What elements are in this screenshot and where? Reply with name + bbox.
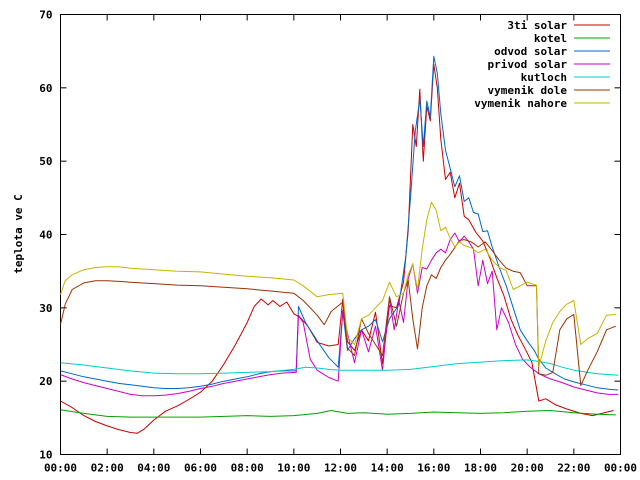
legend-label: kutloch bbox=[521, 71, 567, 84]
y-tick-label: 60 bbox=[39, 82, 52, 95]
x-tick-label: 00:00 bbox=[44, 462, 77, 475]
y-axis-label: teplota ve C bbox=[12, 194, 25, 273]
y-tick-label: 30 bbox=[39, 302, 52, 315]
x-tick-label: 18:00 bbox=[464, 462, 497, 475]
y-tick-label: 40 bbox=[39, 229, 52, 242]
x-tick-label: 16:00 bbox=[417, 462, 450, 475]
series-lines bbox=[60, 55, 619, 434]
legend-label: vymenik dole bbox=[488, 84, 568, 97]
x-tick-label: 20:00 bbox=[511, 462, 544, 475]
y-tick-label: 70 bbox=[39, 9, 52, 22]
x-tick-label: 08:00 bbox=[231, 462, 264, 475]
x-tick-label: 10:00 bbox=[277, 462, 310, 475]
series-line-odvod-solar bbox=[60, 55, 619, 391]
legend-label: vymenik nahore bbox=[474, 97, 567, 110]
x-tick-label: 12:00 bbox=[324, 462, 357, 475]
legend-label: privod solar bbox=[488, 58, 568, 71]
legend-label: odvod solar bbox=[494, 45, 567, 58]
y-tick-label: 50 bbox=[39, 155, 52, 168]
legend-label: kotel bbox=[534, 32, 567, 45]
x-tick-label: 06:00 bbox=[184, 462, 217, 475]
y-tick-label: 10 bbox=[39, 449, 52, 462]
x-tick-label: 00:00 bbox=[604, 462, 637, 475]
series-line-vymenik-nahore bbox=[60, 201, 616, 367]
series-line-3ti-solar bbox=[60, 63, 614, 434]
x-tick-label: 04:00 bbox=[137, 462, 170, 475]
series-line-kutloch bbox=[60, 359, 619, 376]
x-tick-label: 02:00 bbox=[91, 462, 124, 475]
legend-label: 3ti solar bbox=[507, 19, 567, 32]
series-line-kotel bbox=[60, 409, 616, 418]
y-tick-label: 20 bbox=[39, 375, 52, 388]
x-tick-label: 22:00 bbox=[557, 462, 590, 475]
x-tick-label: 14:00 bbox=[371, 462, 404, 475]
series-line-privod-solar bbox=[60, 232, 619, 397]
axis-ticks: 10 20 30 40 50 60 70 00:00 02:00 04:00 06:00 08:00 1… bbox=[39, 9, 637, 475]
